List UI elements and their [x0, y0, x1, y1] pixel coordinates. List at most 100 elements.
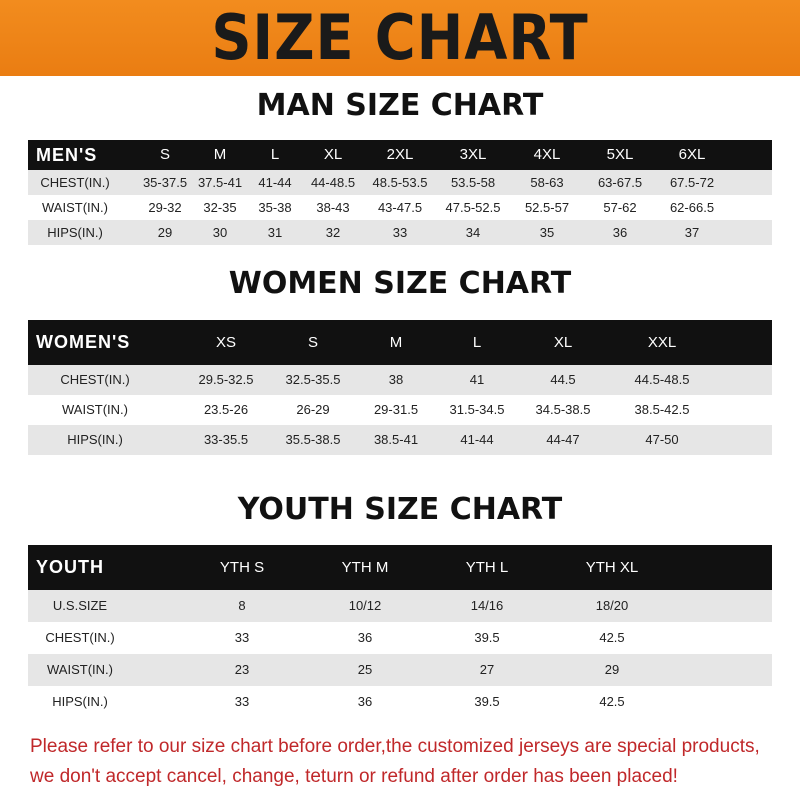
table-cell: 32-35	[203, 200, 237, 215]
table-cell: 18/20	[595, 598, 629, 613]
row-label: CHEST(IN.)	[45, 630, 115, 645]
table-cell: 38	[388, 372, 404, 387]
table-cell: 26-29	[296, 402, 330, 417]
table-cell: 32	[325, 225, 341, 240]
youth-title: YOUTH SIZE CHART	[237, 492, 563, 527]
table-row: WAIST(IN.) 29-32 32-35 35-38 38-43 43-47.5 47.…	[28, 195, 772, 220]
table-cell: 42.5	[599, 630, 625, 645]
table-cell: 67.5-72	[669, 175, 715, 190]
row-label: CHEST(IN.)	[40, 175, 110, 190]
table-cell: 38-43	[316, 200, 350, 215]
table-cell: 35	[539, 225, 555, 240]
table-cell: 58-63	[530, 175, 564, 190]
table-cell: 44-48.5	[310, 175, 356, 190]
size-header: YTH XL	[585, 559, 639, 576]
row-label: U.S.SIZE	[52, 598, 108, 613]
size-header: 3XL	[459, 146, 487, 163]
table-row: CHEST(IN.) 33 36 39.5 42.5	[28, 622, 772, 654]
table-cell: 29	[157, 225, 173, 240]
size-header: M	[213, 146, 227, 163]
table-cell: 30	[212, 225, 228, 240]
table-cell: 42.5	[599, 694, 625, 709]
footer-line-1: Please refer to our size chart before or…	[30, 736, 760, 757]
table-cell: 29.5-32.5	[198, 372, 254, 387]
row-label: HIPS(IN.)	[47, 225, 103, 240]
table-cell: 27	[479, 662, 495, 677]
women-title: WOMEN SIZE CHART	[228, 266, 572, 301]
size-header: XL	[553, 334, 573, 351]
table-cell: 37	[684, 225, 700, 240]
table-row: CHEST(IN.) 29.5-32.5 32.5-35.5 38 41 44.5 44.5…	[28, 365, 772, 395]
table-cell: 35.5-38.5	[285, 432, 341, 447]
table-cell: 34.5-38.5	[535, 402, 591, 417]
table-cell: 29	[604, 662, 620, 677]
table-row: CHEST(IN.) 35-37.5 37.5-41 41-44 44-48.5 48.5…	[28, 170, 772, 195]
row-label: WAIST(IN.)	[62, 402, 128, 417]
size-header: 5XL	[606, 146, 634, 163]
table-row: HIPS(IN.) 33-35.5 35.5-38.5 38.5-41 41-44 44-…	[28, 425, 772, 455]
table-header-row: MEN'S S M L XL 2XL 3XL 4XL 5XL 6XL	[28, 140, 772, 170]
table-cell: 44.5-48.5	[634, 372, 690, 387]
row-label: HIPS(IN.)	[67, 432, 123, 447]
table-cell: 35-38	[258, 200, 292, 215]
size-header: XS	[215, 334, 237, 351]
footer-line-2: we don't accept cancel, change, teturn o…	[30, 766, 678, 787]
table-cell: 57-62	[603, 200, 637, 215]
size-header: YTH L	[465, 559, 509, 576]
row-label: WAIST(IN.)	[47, 662, 113, 677]
table-cell: 23	[234, 662, 250, 677]
table-header-row: YOUTH YTH S YTH M YTH L YTH XL	[28, 545, 772, 590]
table-cell: 33	[392, 225, 408, 240]
table-cell: 23.5-26	[203, 402, 249, 417]
table-cell: 43-47.5	[377, 200, 423, 215]
youth-size-table: YOUTH YTH S YTH M YTH L YTH XL U.S.SIZE 8 10/12…	[28, 545, 772, 718]
banner: SIZE CHART	[0, 0, 800, 76]
table-cell: 52.5-57	[524, 200, 570, 215]
table-cell: 35-37.5	[142, 175, 188, 190]
row-label: CHEST(IN.)	[60, 372, 130, 387]
women-size-table: WOMEN'S XS S M L XL XXL CHEST(IN.) 29.5-32.5 32.5…	[28, 320, 772, 455]
table-cell: 41-44	[258, 175, 292, 190]
table-cell: 31.5-34.5	[449, 402, 505, 417]
table-row: U.S.SIZE 8 10/12 14/16 18/20	[28, 590, 772, 622]
table-cell: 38.5-41	[373, 432, 419, 447]
table-corner-label: WOMEN'S	[36, 332, 131, 352]
footer-notice: Please refer to our size chart before or…	[30, 732, 790, 792]
size-header: YTH S	[219, 559, 265, 576]
table-cell: 8	[238, 598, 246, 613]
table-cell: 62-66.5	[669, 200, 715, 215]
table-cell: 39.5	[474, 694, 500, 709]
table-cell: 33-35.5	[203, 432, 249, 447]
table-cell: 48.5-53.5	[372, 175, 428, 190]
size-header: 6XL	[678, 146, 706, 163]
table-row: HIPS(IN.) 33 36 39.5 42.5	[28, 686, 772, 718]
men-title: MAN SIZE CHART	[256, 88, 544, 123]
table-cell: 36	[357, 630, 373, 645]
table-cell: 10/12	[348, 598, 382, 613]
size-header: XXL	[647, 334, 677, 351]
table-row: WAIST(IN.) 23.5-26 26-29 29-31.5 31.5-34.5 34…	[28, 395, 772, 425]
row-label: WAIST(IN.)	[42, 200, 108, 215]
size-header: M	[389, 334, 403, 351]
table-cell: 33	[234, 694, 250, 709]
table-cell: 63-67.5	[597, 175, 643, 190]
table-cell: 36	[612, 225, 628, 240]
table-cell: 37.5-41	[197, 175, 243, 190]
table-row: WAIST(IN.) 23 25 27 29	[28, 654, 772, 686]
table-corner-label: YOUTH	[36, 557, 104, 577]
table-cell: 36	[357, 694, 373, 709]
table-cell: 14/16	[470, 598, 504, 613]
table-cell: 34	[465, 225, 481, 240]
table-cell: 44.5	[550, 372, 576, 387]
table-row: HIPS(IN.) 29 30 31 32 33 34 35 36 37	[28, 220, 772, 245]
size-header: L	[270, 146, 280, 163]
table-cell: 41-44	[460, 432, 494, 447]
size-header: XL	[323, 146, 343, 163]
table-cell: 32.5-35.5	[285, 372, 341, 387]
table-cell: 33	[234, 630, 250, 645]
table-cell: 41	[469, 372, 485, 387]
row-label: HIPS(IN.)	[52, 694, 108, 709]
table-header-row: WOMEN'S XS S M L XL XXL	[28, 320, 772, 365]
table-cell: 25	[357, 662, 373, 677]
table-cell: 53.5-58	[450, 175, 496, 190]
